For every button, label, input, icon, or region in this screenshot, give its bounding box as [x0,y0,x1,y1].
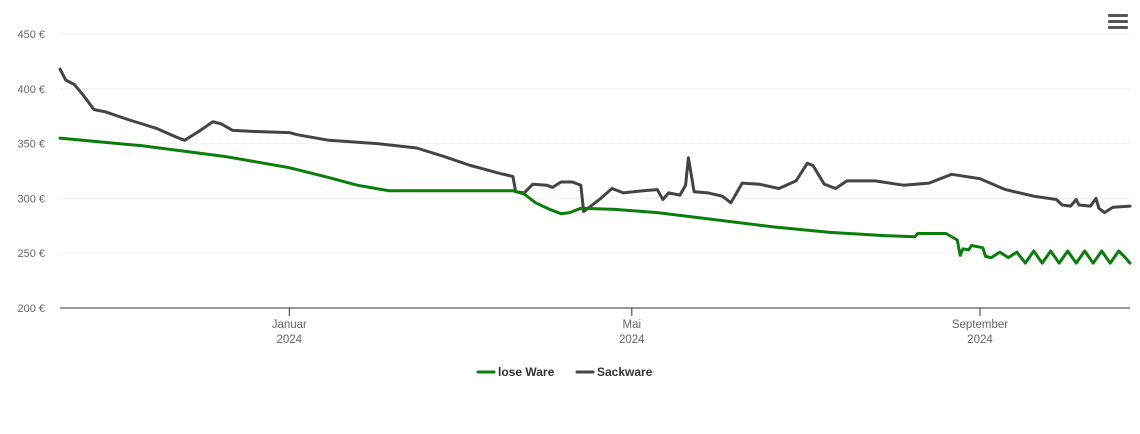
series-lines [58,67,1132,265]
x-tick-year: 2024 [967,334,993,346]
menu-bar [1108,26,1128,29]
legend-label: Sackware [597,365,653,379]
hamburger-menu-icon[interactable] [1106,12,1130,34]
x-tick-label: Mai [623,319,642,331]
legend-label: lose Ware [498,365,555,379]
y-tick-label: 300 € [17,193,45,205]
y-tick-label: 450 € [17,29,45,41]
series-line-sackware[interactable] [58,67,1132,215]
series-line-lose-ware[interactable] [58,136,1132,265]
x-tick-label: September [952,319,1008,331]
x-tick-year: 2024 [276,334,302,346]
legend-item[interactable]: lose Ware [476,365,555,379]
legend: lose Ware Sackware [476,365,653,379]
x-axis: Januar 2024 Mai 2024 September 2024 [272,308,1008,346]
legend-item[interactable]: Sackware [575,365,653,379]
y-tick-label: 350 € [17,139,45,151]
grid-lines [60,33,1130,254]
y-tick-label: 250 € [17,248,45,260]
x-tick-label: Januar [272,319,307,331]
menu-bar [1108,20,1128,23]
y-axis: 200 € 250 € 300 € 350 € 400 € 450 € [17,29,45,315]
menu-bar [1108,14,1128,17]
x-tick-year: 2024 [619,334,645,346]
y-tick-label: 200 € [17,303,45,315]
y-tick-label: 400 € [17,84,45,96]
